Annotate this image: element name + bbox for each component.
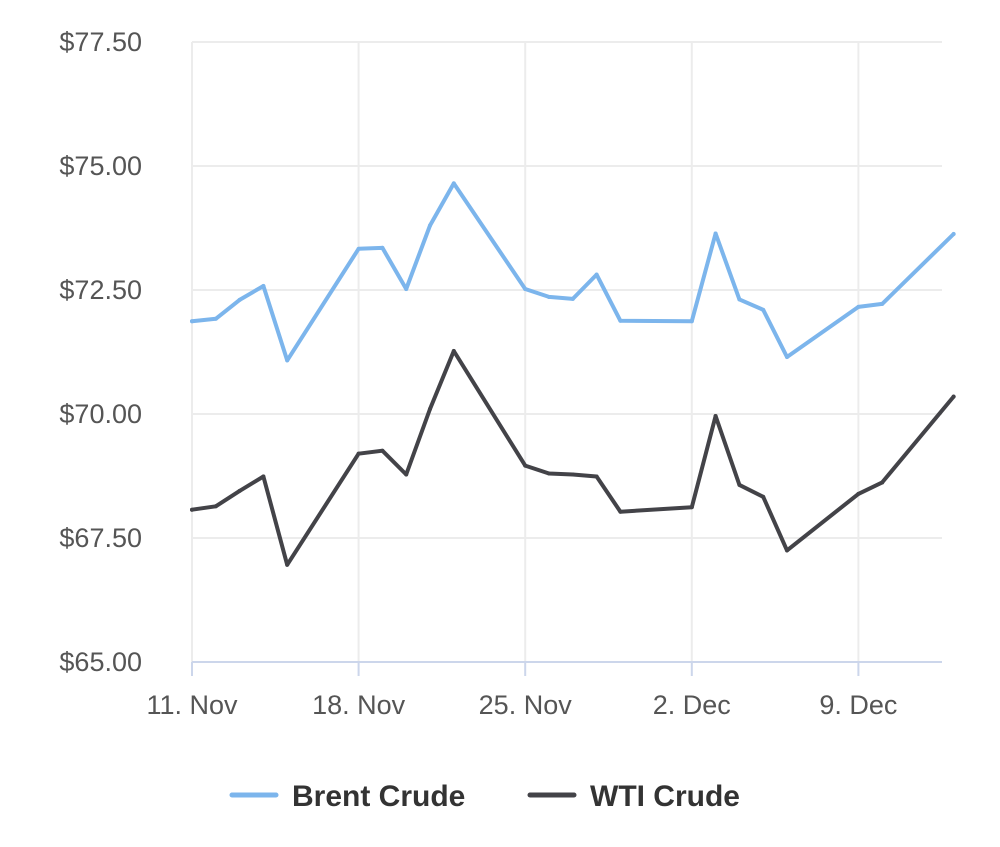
- data-point[interactable]: [737, 297, 742, 302]
- data-point[interactable]: [213, 316, 218, 321]
- data-point[interactable]: [213, 504, 218, 509]
- data-point[interactable]: [547, 471, 551, 476]
- data-point[interactable]: [737, 482, 742, 487]
- data-point[interactable]: [261, 474, 266, 479]
- legend-item-wti-crude[interactable]: WTI Crude: [527, 780, 740, 813]
- data-point[interactable]: [380, 245, 385, 250]
- x-tick-label: 18. Nov: [312, 690, 406, 720]
- data-point[interactable]: [547, 294, 551, 299]
- y-tick-label: $65.00: [59, 647, 142, 677]
- series: [190, 181, 956, 567]
- y-tick-label: $77.50: [59, 27, 142, 57]
- data-point[interactable]: [951, 231, 956, 236]
- data-point[interactable]: [689, 505, 694, 510]
- data-point[interactable]: [570, 296, 575, 301]
- y-tick-label: $75.00: [59, 151, 142, 181]
- data-point[interactable]: [190, 507, 194, 512]
- grid: [191, 41, 942, 662]
- data-point[interactable]: [380, 448, 385, 453]
- y-tick-label: $67.50: [59, 523, 142, 553]
- data-point[interactable]: [523, 287, 528, 292]
- x-tick-label: 2. Dec: [653, 690, 731, 720]
- data-point[interactable]: [761, 307, 766, 312]
- data-point[interactable]: [594, 272, 599, 277]
- y-tick-label: $72.50: [59, 275, 142, 305]
- data-point[interactable]: [570, 472, 575, 477]
- data-point[interactable]: [618, 509, 623, 514]
- data-point[interactable]: [261, 284, 266, 289]
- data-point[interactable]: [356, 451, 361, 456]
- data-point[interactable]: [428, 407, 432, 412]
- series-line-wti-crude[interactable]: [190, 349, 956, 567]
- data-point[interactable]: [880, 480, 885, 485]
- data-point[interactable]: [404, 472, 409, 477]
- data-point[interactable]: [285, 562, 290, 567]
- legend-item-brent-crude[interactable]: Brent Crude: [229, 780, 465, 813]
- data-point[interactable]: [689, 319, 694, 324]
- data-point[interactable]: [190, 319, 194, 324]
- data-point[interactable]: [856, 304, 861, 309]
- data-point[interactable]: [761, 494, 766, 499]
- data-point[interactable]: [523, 463, 528, 468]
- data-point[interactable]: [404, 287, 409, 292]
- y-tick-label: $70.00: [59, 399, 142, 429]
- data-point[interactable]: [428, 223, 432, 228]
- x-tick-label: 9. Dec: [819, 690, 897, 720]
- data-point[interactable]: [618, 318, 623, 323]
- legend-label: Brent Crude: [292, 780, 465, 813]
- x-tick-label: 11. Nov: [146, 690, 238, 720]
- x-tick-label: 25. Nov: [479, 690, 573, 720]
- data-point[interactable]: [785, 354, 789, 359]
- data-point[interactable]: [237, 297, 242, 302]
- data-point[interactable]: [951, 394, 956, 399]
- axes: $65.00 $67.50 $70.00 $72.50 $75.00 $77.50 11. …: [59, 27, 942, 720]
- data-point[interactable]: [713, 413, 718, 418]
- data-point[interactable]: [880, 301, 885, 306]
- data-point[interactable]: [285, 358, 290, 363]
- data-point[interactable]: [451, 349, 456, 354]
- data-point[interactable]: [856, 491, 861, 496]
- data-point[interactable]: [785, 548, 789, 553]
- data-point[interactable]: [451, 181, 456, 186]
- data-point[interactable]: [713, 231, 718, 236]
- data-point[interactable]: [594, 474, 599, 479]
- data-point[interactable]: [237, 488, 242, 493]
- legend[interactable]: Brent Crude WTI Crude: [229, 780, 740, 813]
- series-line-brent-crude[interactable]: [190, 181, 956, 363]
- data-point[interactable]: [356, 246, 361, 251]
- legend-label: WTI Crude: [590, 780, 740, 813]
